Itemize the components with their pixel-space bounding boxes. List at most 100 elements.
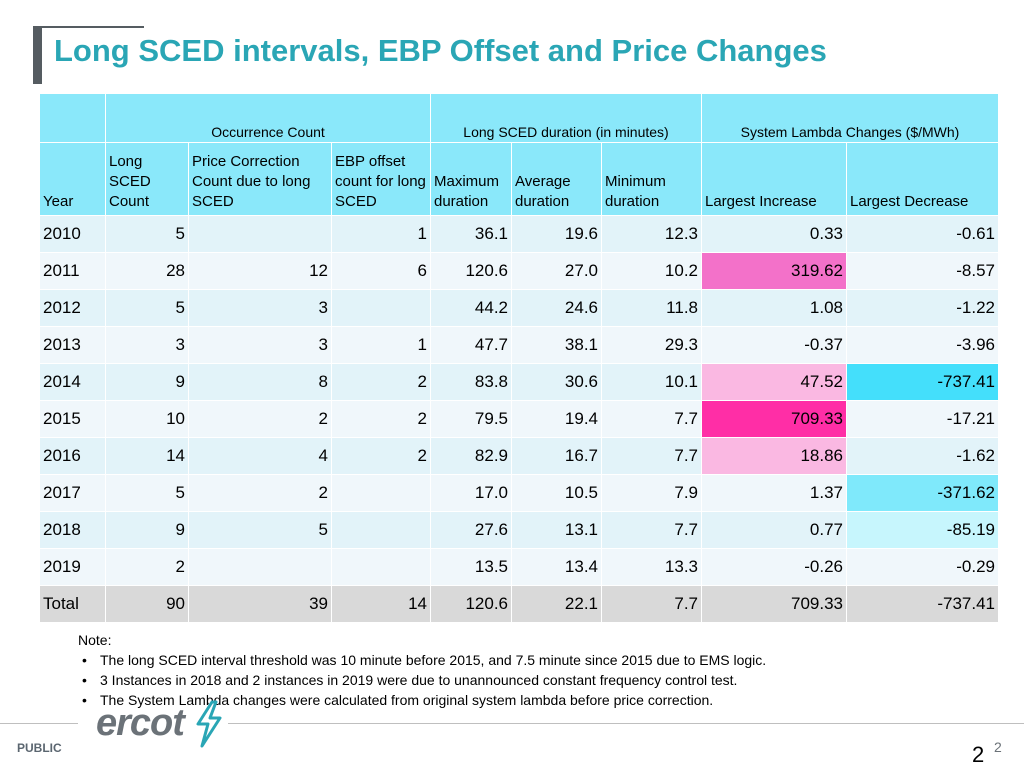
long-sced-table: Occurrence Count Long SCED duration (in … bbox=[39, 93, 999, 623]
note-text: 3 Instances in 2018 and 2 instances in 2… bbox=[100, 672, 738, 688]
cell-count: 5 bbox=[105, 289, 189, 327]
page-number: 2 bbox=[972, 742, 985, 767]
cell-avg: 13.4 bbox=[511, 548, 602, 586]
cell-max: 83.8 bbox=[430, 363, 512, 401]
cell-price-correction: 3 bbox=[188, 326, 332, 364]
cell-count: 90 bbox=[105, 585, 189, 623]
col-header-largest-increase: Largest Increase bbox=[701, 142, 847, 216]
cell-price-correction bbox=[188, 215, 332, 253]
col-header-min-duration: Minimum duration bbox=[601, 142, 702, 216]
col-header-max-duration: Maximum duration bbox=[430, 142, 512, 216]
cell-year: 2019 bbox=[39, 548, 106, 586]
cell-decrease: -85.19 bbox=[846, 511, 999, 549]
cell-increase: 0.77 bbox=[701, 511, 847, 549]
cell-year: 2015 bbox=[39, 400, 106, 438]
group-header-lambda: System Lambda Changes ($/MWh) bbox=[701, 93, 999, 143]
cell-min: 11.8 bbox=[601, 289, 702, 327]
note-text: The long SCED interval threshold was 10 … bbox=[100, 652, 767, 668]
cell-price-correction bbox=[188, 548, 332, 586]
cell-decrease: -737.41 bbox=[846, 363, 999, 401]
cell-max: 120.6 bbox=[430, 252, 512, 290]
cell-year: 2013 bbox=[39, 326, 106, 364]
cell-decrease: -1.22 bbox=[846, 289, 999, 327]
cell-decrease: -0.61 bbox=[846, 215, 999, 253]
cell-count: 2 bbox=[105, 548, 189, 586]
cell-decrease: -371.62 bbox=[846, 474, 999, 512]
table-row: 2013 3 3 1 47.7 38.1 29.3 -0.37 -3.96 bbox=[39, 326, 999, 364]
table-row: 2011 28 12 6 120.6 27.0 10.2 319.62 -8.5… bbox=[39, 252, 999, 290]
table-row: 2010 5 1 36.1 19.6 12.3 0.33 -0.61 bbox=[39, 215, 999, 253]
cell-ebp: 2 bbox=[331, 400, 431, 438]
cell-min: 7.9 bbox=[601, 474, 702, 512]
table-group-header-row: Occurrence Count Long SCED duration (in … bbox=[39, 93, 999, 143]
table-row: 2014 9 8 2 83.8 30.6 10.1 47.52 -737.41 bbox=[39, 363, 999, 401]
table-row: 2017 5 2 17.0 10.5 7.9 1.37 -371.62 bbox=[39, 474, 999, 512]
cell-increase: 319.62 bbox=[701, 252, 847, 290]
cell-min: 29.3 bbox=[601, 326, 702, 364]
cell-increase: 47.52 bbox=[701, 363, 847, 401]
notes-heading: Note: bbox=[78, 632, 112, 648]
cell-price-correction: 39 bbox=[188, 585, 332, 623]
cell-year: 2011 bbox=[39, 252, 106, 290]
cell-ebp: 2 bbox=[331, 363, 431, 401]
table-column-header-row: Year Long SCED Count Price Correction Co… bbox=[39, 142, 999, 216]
cell-increase: 18.86 bbox=[701, 437, 847, 475]
lightning-bolt-icon bbox=[196, 700, 222, 748]
cell-increase: 709.33 bbox=[701, 400, 847, 438]
cell-ebp bbox=[331, 474, 431, 512]
cell-count: 14 bbox=[105, 437, 189, 475]
cell-max: 82.9 bbox=[430, 437, 512, 475]
cell-increase: 1.08 bbox=[701, 289, 847, 327]
group-header-duration: Long SCED duration (in minutes) bbox=[430, 93, 702, 143]
cell-count: 9 bbox=[105, 363, 189, 401]
col-header-ebp-offset: EBP offset count for long SCED bbox=[331, 142, 431, 216]
cell-max: 44.2 bbox=[430, 289, 512, 327]
cell-min: 7.7 bbox=[601, 511, 702, 549]
table-row: 2016 14 4 2 82.9 16.7 7.7 18.86 -1.62 bbox=[39, 437, 999, 475]
cell-avg: 27.0 bbox=[511, 252, 602, 290]
note-text: The System Lambda changes were calculate… bbox=[100, 692, 714, 708]
cell-decrease: -1.62 bbox=[846, 437, 999, 475]
cell-price-correction: 8 bbox=[188, 363, 332, 401]
cell-max: 17.0 bbox=[430, 474, 512, 512]
cell-min: 7.7 bbox=[601, 400, 702, 438]
cell-increase: 709.33 bbox=[701, 585, 847, 623]
cell-avg: 30.6 bbox=[511, 363, 602, 401]
cell-avg: 19.6 bbox=[511, 215, 602, 253]
cell-min: 10.1 bbox=[601, 363, 702, 401]
cell-count: 5 bbox=[105, 215, 189, 253]
cell-year: Total bbox=[39, 585, 106, 623]
cell-max: 27.6 bbox=[430, 511, 512, 549]
table-row: 2012 5 3 44.2 24.6 11.8 1.08 -1.22 bbox=[39, 289, 999, 327]
slide-title: Long SCED intervals, EBP Offset and Pric… bbox=[54, 33, 827, 68]
cell-increase: 1.37 bbox=[701, 474, 847, 512]
col-header-long-sced-count: Long SCED Count bbox=[105, 142, 189, 216]
cell-decrease: -3.96 bbox=[846, 326, 999, 364]
cell-ebp: 14 bbox=[331, 585, 431, 623]
bullet-icon: • bbox=[82, 692, 87, 708]
cell-increase: -0.37 bbox=[701, 326, 847, 364]
col-header-year: Year bbox=[39, 142, 106, 216]
cell-price-correction: 12 bbox=[188, 252, 332, 290]
cell-increase: -0.26 bbox=[701, 548, 847, 586]
cell-ebp bbox=[331, 511, 431, 549]
cell-price-correction: 2 bbox=[188, 400, 332, 438]
cell-ebp bbox=[331, 289, 431, 327]
col-header-avg-duration: Average duration bbox=[511, 142, 602, 216]
cell-avg: 19.4 bbox=[511, 400, 602, 438]
cell-decrease: -17.21 bbox=[846, 400, 999, 438]
cell-year: 2014 bbox=[39, 363, 106, 401]
ercot-logo: ercot bbox=[96, 702, 185, 744]
note-item: • The System Lambda changes were calculat… bbox=[78, 690, 766, 710]
cell-avg: 22.1 bbox=[511, 585, 602, 623]
cell-decrease: -0.29 bbox=[846, 548, 999, 586]
public-label: PUBLIC bbox=[17, 741, 62, 755]
cell-year: 2010 bbox=[39, 215, 106, 253]
cell-max: 13.5 bbox=[430, 548, 512, 586]
table-row: 2018 9 5 27.6 13.1 7.7 0.77 -85.19 bbox=[39, 511, 999, 549]
cell-min: 10.2 bbox=[601, 252, 702, 290]
cell-ebp: 6 bbox=[331, 252, 431, 290]
note-item: • 3 Instances in 2018 and 2 instances in … bbox=[78, 670, 766, 690]
cell-max: 47.7 bbox=[430, 326, 512, 364]
group-header-occurrence: Occurrence Count bbox=[105, 93, 431, 143]
